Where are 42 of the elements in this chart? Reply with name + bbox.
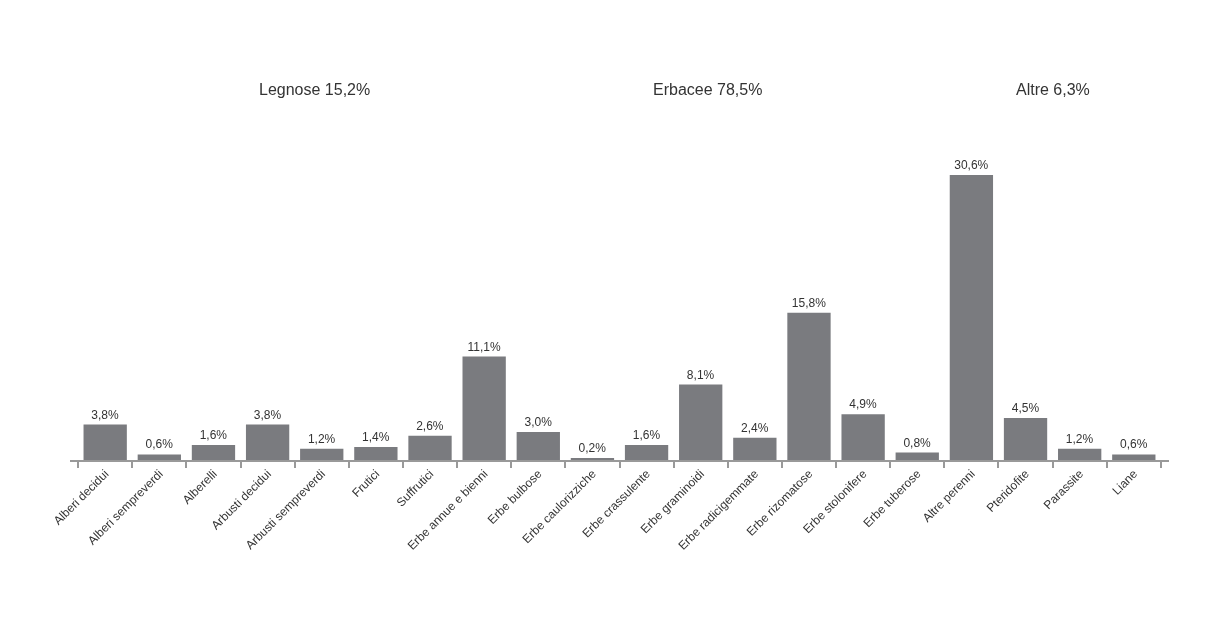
data-label: 3,8% xyxy=(91,407,120,422)
bar xyxy=(354,446,398,460)
text: Erbacee 78,5% xyxy=(653,81,763,98)
bar xyxy=(137,454,181,460)
bar xyxy=(462,356,506,460)
bar xyxy=(191,445,236,460)
data-label: 1,6% xyxy=(199,428,228,443)
data-label: 0,8% xyxy=(903,435,932,450)
text: Altre 6,3% xyxy=(1016,81,1090,98)
bar xyxy=(1003,418,1048,460)
data-label: 2,6% xyxy=(416,418,444,433)
data-label: 8,1% xyxy=(686,367,715,382)
data-label: 3,8% xyxy=(253,407,282,422)
data-label: 1,2% xyxy=(1065,431,1094,446)
bar xyxy=(733,437,777,460)
bar xyxy=(300,448,344,460)
data-label: 11,1% xyxy=(467,339,501,354)
data-label: 15,8% xyxy=(791,295,827,310)
bar xyxy=(516,432,560,460)
data-label: 1,6% xyxy=(632,428,661,443)
bar xyxy=(949,175,994,460)
bar xyxy=(841,414,885,460)
bar xyxy=(83,424,127,460)
data-label: 0,6% xyxy=(1119,437,1148,452)
text: Legnose 15,2% xyxy=(259,81,371,98)
data-label: 4,9% xyxy=(849,397,877,412)
data-label: 4,5% xyxy=(1011,401,1040,416)
bar xyxy=(679,384,723,460)
bar xyxy=(895,452,939,460)
data-label: 30,6% xyxy=(954,158,989,172)
bar xyxy=(624,445,669,460)
bar xyxy=(787,312,831,460)
bar xyxy=(408,435,452,460)
data-label: 1,4% xyxy=(362,429,390,444)
data-label: 0,2% xyxy=(578,441,607,455)
data-label: 0,6% xyxy=(145,437,174,452)
bar xyxy=(1058,448,1102,460)
bar xyxy=(245,424,290,460)
data-label: 1,2% xyxy=(307,431,336,446)
data-label: 2,4% xyxy=(741,420,769,435)
bar xyxy=(1112,454,1156,460)
data-label: 3,0% xyxy=(524,415,553,430)
